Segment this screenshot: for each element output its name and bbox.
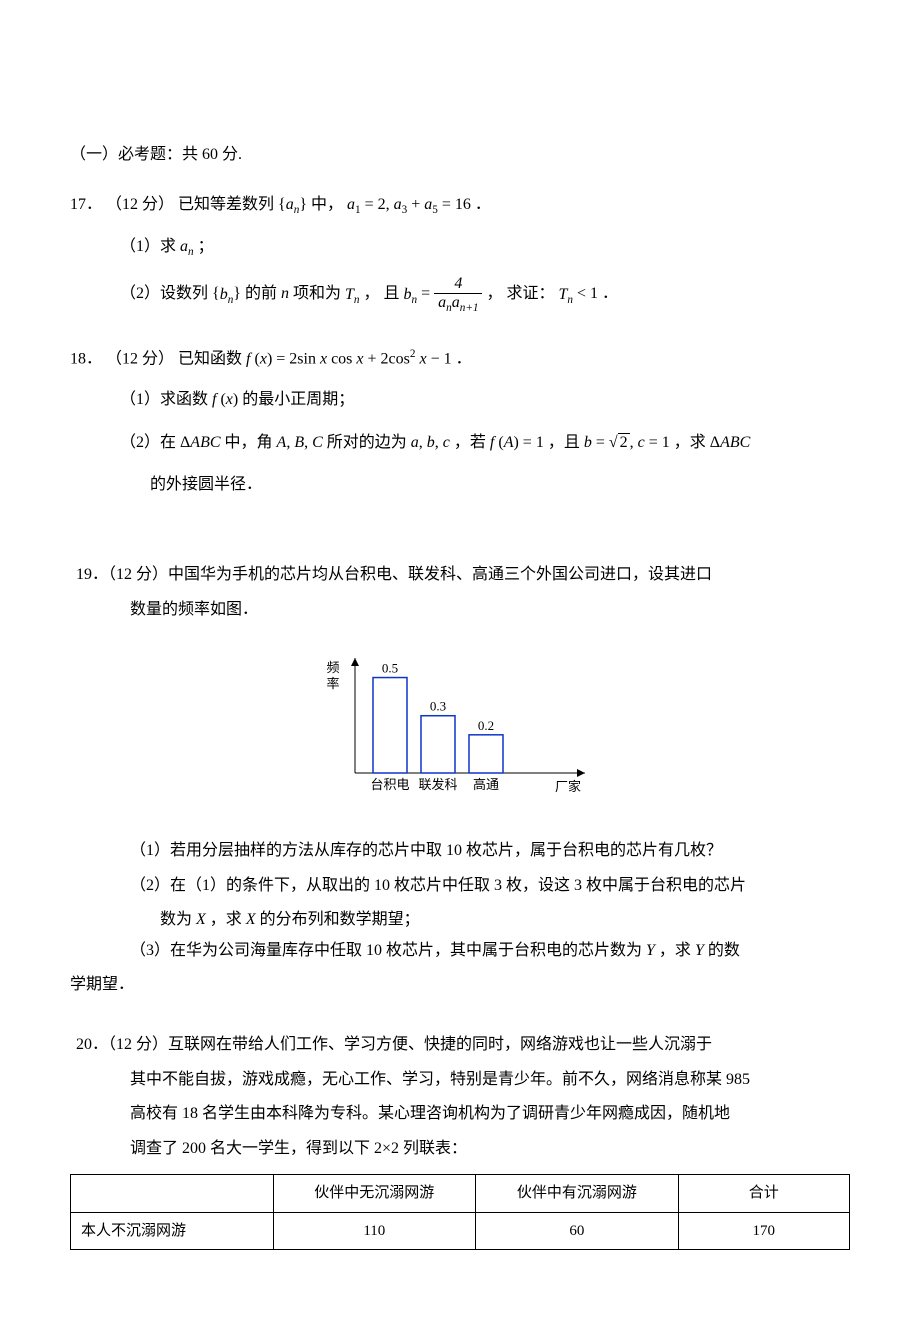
q19-p2b: 数为 X ，求 X 的分布列和数学期望； [70, 905, 850, 935]
q19-p1: （1）若用分层抽样的方法从库存的芯片中取 10 枚芯片，属于台积电的芯片有几枚？ [70, 836, 850, 866]
svg-text:0.5: 0.5 [382, 661, 398, 676]
q17-part1: （1）求 an ； [70, 232, 850, 263]
q18-points: （12 分） [106, 351, 174, 368]
table-cell: 本人不沉溺网游 [71, 1212, 274, 1250]
q19-head: 19．（12 分）中国华为手机的芯片均从台积电、联发科、高通三个外国公司进口，设… [70, 560, 850, 590]
q20-stem4: 调查了 200 名大一学生，得到以下 2×2 列联表： [70, 1134, 850, 1164]
q20-table: 伙伴中无沉溺网游伙伴中有沉溺网游合计 本人不沉溺网游11060170 [70, 1174, 850, 1250]
svg-text:联发科: 联发科 [418, 777, 457, 792]
q19-p2a: （2）在（1）的条件下，从取出的 10 枚芯片中任取 3 枚，设这 3 枚中属于… [70, 871, 850, 901]
q19-stem-line2: 数量的频率如图． [70, 595, 850, 625]
question-20: 20．（12 分）互联网在带给人们工作、学习方便、快捷的同时，网络游戏也让一些人… [70, 1030, 850, 1250]
table-header-cell: 伙伴中有沉溺网游 [476, 1175, 679, 1213]
table-header-cell [71, 1175, 274, 1213]
q17-stem-b: 中， [311, 196, 343, 213]
table-header-row: 伙伴中无沉溺网游伙伴中有沉溺网游合计 [71, 1175, 850, 1213]
q18-head: 18． （12 分） 已知函数 f (x) = 2sin x cos x + 2… [70, 344, 850, 375]
q17-points: （12 分） [106, 196, 174, 213]
q19-p3a: （3）在华为公司海量库存中任取 10 枚芯片，其中属于台积电的芯片数为 Y ，求… [70, 936, 850, 966]
table-row: 本人不沉溺网游11060170 [71, 1212, 850, 1250]
q18-part2-cont: 的外接圆半径． [70, 470, 850, 500]
question-18: 18． （12 分） 已知函数 f (x) = 2sin x cos x + 2… [70, 344, 850, 500]
bar-chart-svg: 频率厂家 0.5 台积电 0.3 联发科 0.2 高通 [300, 635, 620, 805]
svg-text:0.3: 0.3 [430, 699, 446, 714]
q17-stem-a: 已知等差数列 [178, 196, 274, 213]
q17-head: 17． （12 分） 已知等差数列 {an} 中， a1 = 2, a3 + a… [70, 190, 850, 221]
q18-part1: （1）求函数 f (x) 的最小正周期； [70, 385, 850, 415]
q20-stem2: 其中不能自拔，游戏成瘾，无心工作、学习，特别是青少年。前不久，网络消息称某 98… [70, 1065, 850, 1095]
q18-num: 18． [70, 351, 102, 368]
table-cell: 60 [476, 1212, 679, 1250]
q19-num: 19． [76, 566, 108, 583]
q17-stem-end: ． [475, 196, 491, 213]
table-header-cell: 伙伴中无沉溺网游 [273, 1175, 476, 1213]
q20-points: （12 分） [108, 1036, 168, 1053]
q19-bar-chart: 频率厂家 0.5 台积电 0.3 联发科 0.2 高通 [300, 635, 620, 816]
svg-text:高通: 高通 [473, 777, 499, 792]
q18-part2: （2）在 ΔABC 中，角 A, B, C 所对的边为 a, b, c ，若 f… [70, 428, 850, 458]
svg-text:频: 频 [326, 660, 339, 675]
q19-points: （12 分） [108, 566, 168, 583]
question-17: 17． （12 分） 已知等差数列 {an} 中， a1 = 2, a3 + a… [70, 190, 850, 314]
q17-num: 17． [70, 196, 102, 213]
q20-num: 20． [76, 1036, 108, 1053]
q17-part2: （2）设数列 {bn} 的前 n 项和为 Tn ， 且 bn = 4 anan+… [70, 275, 850, 314]
svg-text:台积电: 台积电 [370, 777, 409, 792]
question-19: 19．（12 分）中国华为手机的芯片均从台积电、联发科、高通三个外国公司进口，设… [70, 560, 850, 1000]
q20-head: 20．（12 分）互联网在带给人们工作、学习方便、快捷的同时，网络游戏也让一些人… [70, 1030, 850, 1060]
table-header-cell: 合计 [678, 1175, 849, 1213]
q19-p3b: 学期望． [70, 970, 850, 1000]
q20-stem3: 高校有 18 名学生由本科降为专科。某心理咨询机构为了调研青少年网瘾成因，随机地 [70, 1099, 850, 1129]
table-cell: 110 [273, 1212, 476, 1250]
svg-text:0.2: 0.2 [478, 718, 494, 733]
q19-stem1: 中国华为手机的芯片均从台积电、联发科、高通三个外国公司进口，设其进口 [168, 566, 712, 583]
section-header: （一）必考题：共 60 分. [70, 140, 850, 170]
svg-text:厂家: 厂家 [555, 779, 581, 794]
svg-text:率: 率 [326, 676, 339, 691]
table-cell: 170 [678, 1212, 849, 1250]
q17-p2a: （2）设数列 [120, 286, 208, 303]
q20-stem1: 互联网在带给人们工作、学习方便、快捷的同时，网络游戏也让一些人沉溺于 [168, 1036, 712, 1053]
